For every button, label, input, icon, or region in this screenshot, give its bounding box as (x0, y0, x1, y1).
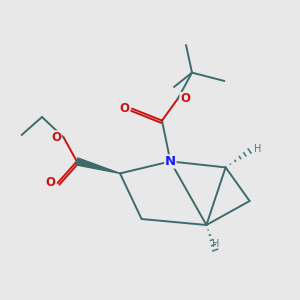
Text: H: H (212, 239, 220, 249)
Text: O: O (120, 102, 130, 115)
Text: O: O (45, 176, 55, 190)
Text: O: O (180, 92, 190, 106)
Text: H: H (254, 144, 262, 154)
Text: N: N (165, 155, 176, 168)
Polygon shape (76, 158, 120, 173)
Text: O: O (51, 131, 61, 144)
